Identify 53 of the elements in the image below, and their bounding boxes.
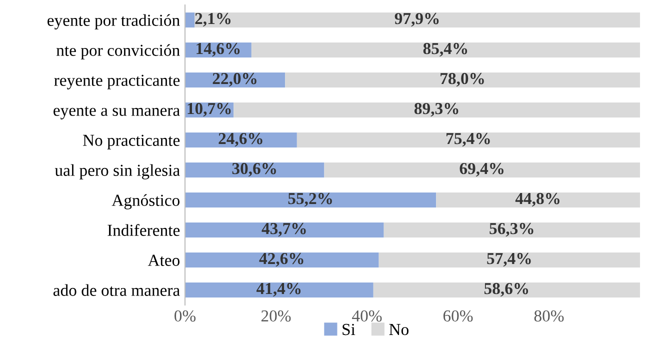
y-tick-label: Indiferente <box>108 224 180 236</box>
data-label: 69,4% <box>460 162 504 177</box>
data-label: 41,4% <box>256 282 301 297</box>
data-label: 89,3% <box>414 102 458 117</box>
x-tick-label: 20% <box>261 310 291 322</box>
data-label: 44,8% <box>515 192 560 207</box>
bar <box>436 192 640 208</box>
data-label: 22,0% <box>212 72 256 87</box>
y-tick-label: Agnóstico <box>112 194 180 210</box>
y-tick-label: ado de otra manera <box>53 284 180 296</box>
bar <box>185 192 436 208</box>
bar <box>296 132 640 148</box>
y-tick-label: No practicante <box>82 134 180 150</box>
data-label: 55,2% <box>288 192 332 207</box>
data-label: 43,7% <box>262 222 306 237</box>
bar <box>324 162 640 178</box>
x-tick-label: 40% <box>352 310 382 322</box>
data-label: 2,1% <box>195 12 230 27</box>
bar <box>373 282 640 298</box>
data-label: 14,6% <box>196 42 240 57</box>
data-label: 24,6% <box>218 132 262 147</box>
data-label: 56,3% <box>490 222 534 237</box>
y-tick-label: eyente a su manera <box>54 106 180 120</box>
x-tick-label: 0% <box>174 310 196 322</box>
x-tick-label: 80% <box>534 310 564 322</box>
x-tick-label: 60% <box>443 310 473 322</box>
data-label: 10,7% <box>188 102 231 117</box>
y-tick-label: reyente practicante <box>54 74 180 90</box>
bar <box>185 162 324 178</box>
data-label: 75,4% <box>446 132 490 147</box>
bar <box>234 102 640 118</box>
bar <box>384 222 640 238</box>
bar <box>194 12 640 28</box>
bar <box>185 222 384 238</box>
data-label: 78,0% <box>440 72 484 87</box>
bar <box>185 282 374 298</box>
y-tick-label: ual pero sin iglesia <box>54 164 180 180</box>
data-label: 42,6% <box>259 252 304 267</box>
legend-label: No <box>389 324 408 336</box>
legend-label: Si <box>342 324 356 336</box>
bar <box>185 12 195 28</box>
data-label: 30,6% <box>232 162 276 177</box>
data-label: 57,4% <box>487 252 531 267</box>
data-label: 58,6% <box>484 282 528 297</box>
bar <box>251 42 640 58</box>
bar <box>378 252 640 268</box>
data-label: 97,9% <box>394 12 439 27</box>
data-label: 85,4% <box>423 42 468 57</box>
y-tick-label: eyente por tradición <box>48 14 180 30</box>
y-tick-label: nte por convicción <box>56 44 180 60</box>
bar <box>285 72 640 88</box>
y-tick-label: Ateo <box>148 254 180 266</box>
bar <box>185 252 379 268</box>
